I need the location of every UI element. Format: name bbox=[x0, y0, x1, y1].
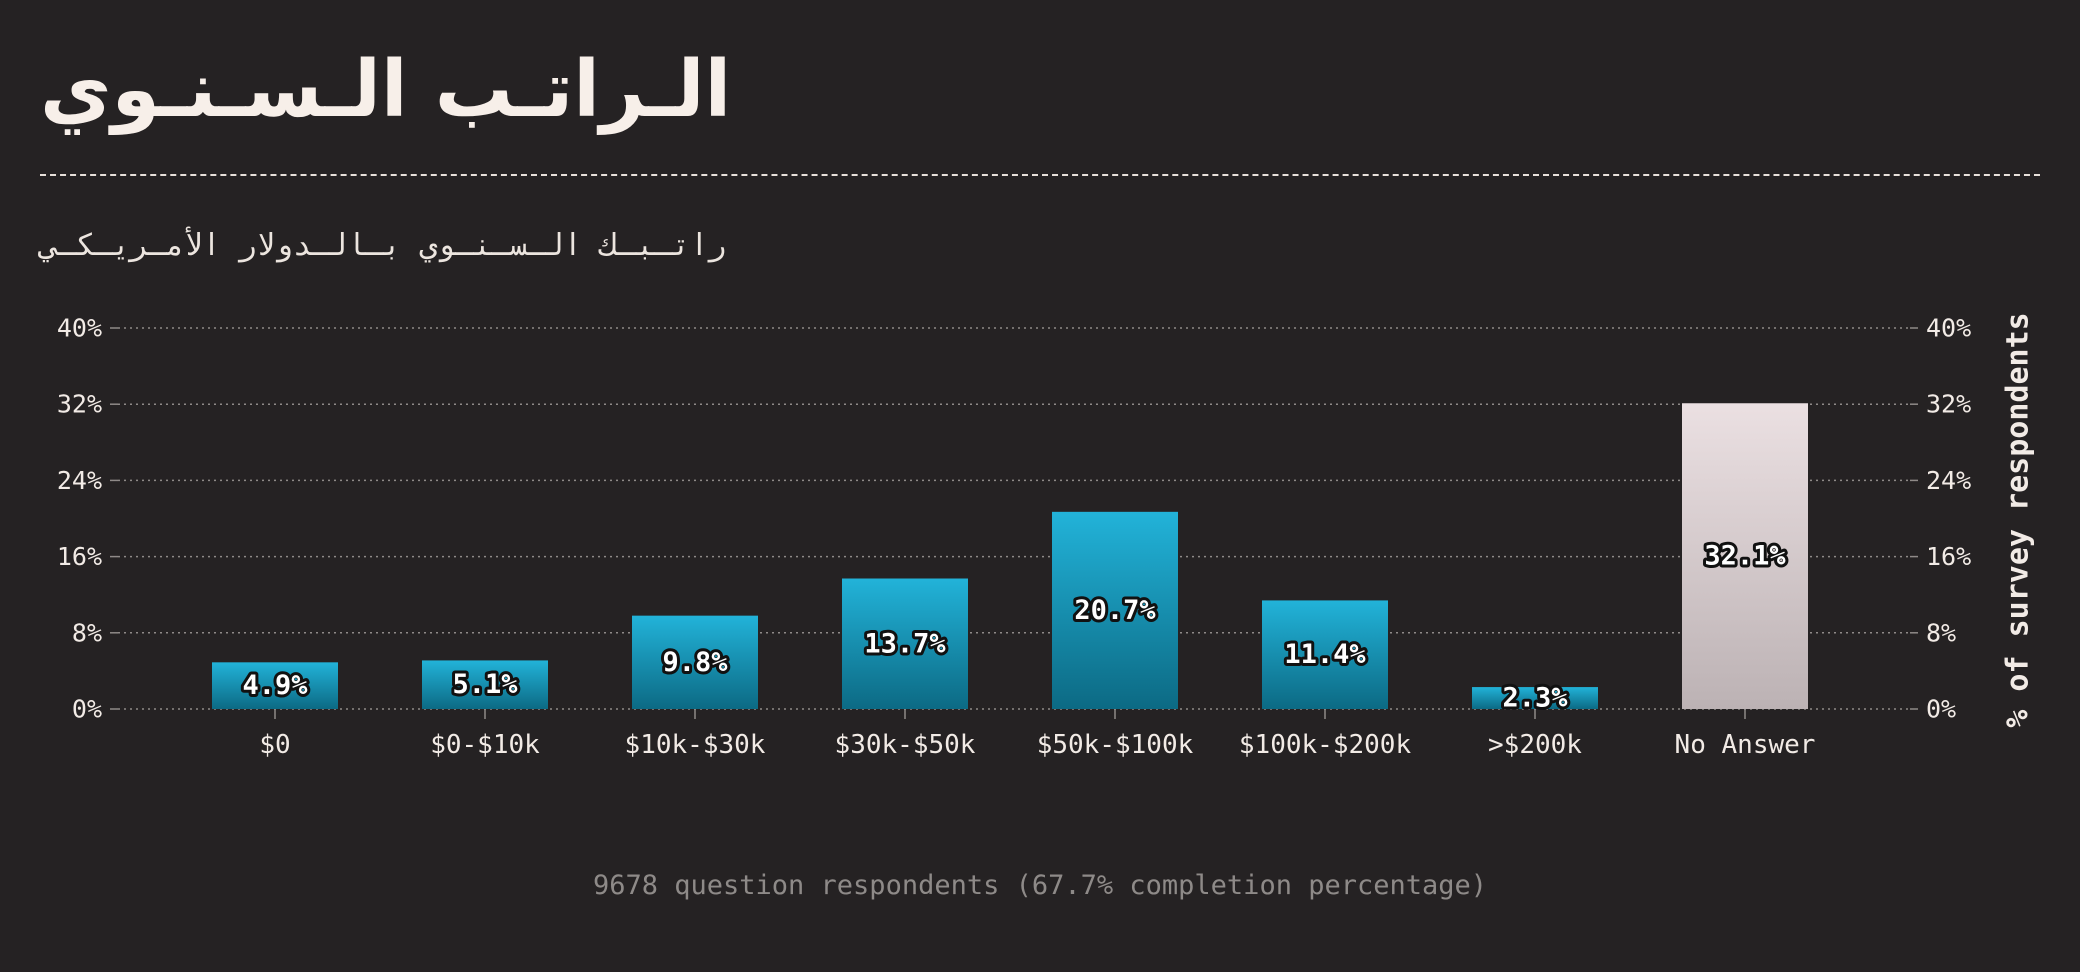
bar-value-label: 4.9% bbox=[242, 670, 308, 701]
bar-7 bbox=[1682, 403, 1808, 709]
bar-1 bbox=[422, 660, 548, 709]
bar-value-label: 32.1% bbox=[1704, 541, 1786, 572]
x-tick-label: $30k-$50k bbox=[835, 730, 976, 760]
title-divider bbox=[40, 174, 2040, 176]
bar-value-label: 2.3% bbox=[1502, 683, 1568, 714]
y-tick-label-right: 24% bbox=[1926, 466, 1971, 495]
y-tick-label-right: 32% bbox=[1926, 390, 1971, 419]
bar-4 bbox=[1052, 511, 1178, 709]
bar-value-label: 20.7% bbox=[1074, 595, 1156, 626]
bar-5 bbox=[1262, 600, 1388, 709]
bar-6 bbox=[1472, 687, 1598, 709]
y-tick-label-left: 24% bbox=[57, 466, 102, 495]
y-tick-label-right: 16% bbox=[1926, 542, 1971, 571]
chart-subtitle: راتـبـك الـسـنـوي بـالـدولار الأمـريـكـي bbox=[40, 228, 727, 263]
bar-value-label: 9.8% bbox=[662, 647, 728, 678]
x-tick-label: >$200k bbox=[1488, 730, 1582, 760]
y-tick-label-right: 40% bbox=[1926, 314, 1971, 343]
page-title: الـراتـب الـسـنـوي bbox=[40, 45, 732, 135]
bar-0 bbox=[212, 662, 338, 709]
y-tick-label-left: 16% bbox=[57, 542, 102, 571]
y-tick-label-right: 0% bbox=[1926, 695, 1956, 724]
bar-value-label: 13.7% bbox=[864, 628, 946, 659]
bar-2 bbox=[632, 615, 758, 709]
y-tick-label-left: 8% bbox=[72, 618, 102, 647]
y-tick-label-right: 8% bbox=[1926, 618, 1956, 647]
x-tick-label: $0-$10k bbox=[430, 730, 540, 760]
x-tick-label: $50k-$100k bbox=[1037, 730, 1194, 760]
x-tick-label: $100k-$200k bbox=[1239, 730, 1412, 760]
respondents-footnote: 9678 question respondents (67.7% complet… bbox=[592, 870, 1488, 901]
x-tick-label: $0 bbox=[259, 730, 290, 760]
bar-value-label: 5.1% bbox=[452, 669, 518, 700]
y-tick-label-left: 0% bbox=[72, 695, 102, 724]
y-tick-label-left: 40% bbox=[57, 314, 102, 343]
y-tick-label-left: 32% bbox=[57, 390, 102, 419]
bar-3 bbox=[842, 578, 968, 709]
y-axis-title: % of survey respondents bbox=[2001, 312, 2036, 727]
bar-value-label: 11.4% bbox=[1284, 639, 1366, 670]
x-tick-label: $10k-$30k bbox=[625, 730, 766, 760]
x-tick-label: No Answer bbox=[1675, 730, 1816, 760]
